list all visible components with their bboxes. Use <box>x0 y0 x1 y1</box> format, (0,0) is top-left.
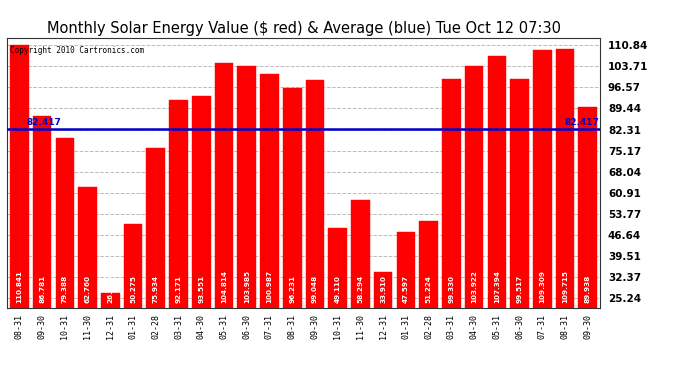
Bar <box>465 66 484 372</box>
Bar <box>124 224 142 372</box>
Text: 58.294: 58.294 <box>357 275 364 303</box>
Bar <box>488 56 506 372</box>
Bar <box>215 63 233 372</box>
Bar <box>56 138 75 372</box>
Text: 110.841: 110.841 <box>17 270 22 303</box>
Text: 33.910: 33.910 <box>380 275 386 303</box>
Bar <box>374 272 393 372</box>
Bar <box>306 80 324 372</box>
Bar <box>533 50 551 372</box>
Text: 82.417: 82.417 <box>26 118 61 127</box>
Text: 51.224: 51.224 <box>426 275 432 303</box>
Text: 89.938: 89.938 <box>585 275 591 303</box>
Text: 107.394: 107.394 <box>494 270 500 303</box>
Bar <box>397 232 415 372</box>
Bar <box>328 228 347 372</box>
Bar <box>260 74 279 372</box>
Text: 50.275: 50.275 <box>130 275 136 303</box>
Bar <box>146 148 165 372</box>
Text: 47.597: 47.597 <box>403 275 409 303</box>
Text: 79.388: 79.388 <box>62 275 68 303</box>
Text: 99.048: 99.048 <box>312 275 318 303</box>
Bar <box>78 187 97 372</box>
Bar <box>442 80 461 372</box>
Bar <box>169 100 188 372</box>
Bar <box>420 221 438 372</box>
Text: 104.814: 104.814 <box>221 270 227 303</box>
Text: 103.922: 103.922 <box>471 270 477 303</box>
Bar <box>33 116 52 372</box>
Text: 109.715: 109.715 <box>562 270 568 303</box>
Text: 100.987: 100.987 <box>266 270 273 303</box>
Text: Copyright 2010 Cartronics.com: Copyright 2010 Cartronics.com <box>10 46 144 55</box>
Bar <box>101 293 119 372</box>
Text: 75.934: 75.934 <box>152 275 159 303</box>
Text: 92.171: 92.171 <box>175 275 181 303</box>
Text: 109.309: 109.309 <box>540 270 545 303</box>
Text: 99.330: 99.330 <box>448 275 455 303</box>
Text: 96.231: 96.231 <box>289 275 295 303</box>
Bar <box>192 96 210 372</box>
Text: 49.110: 49.110 <box>335 275 341 303</box>
Bar <box>351 200 370 372</box>
Text: 62.760: 62.760 <box>85 275 90 303</box>
Text: 99.517: 99.517 <box>517 275 522 303</box>
Text: 86.781: 86.781 <box>39 275 45 303</box>
Text: 93.551: 93.551 <box>198 275 204 303</box>
Text: 82.417: 82.417 <box>564 118 599 127</box>
Text: 103.985: 103.985 <box>244 270 250 303</box>
Text: 26.918: 26.918 <box>108 275 113 303</box>
Bar <box>511 79 529 372</box>
Title: Monthly Solar Energy Value ($ red) & Average (blue) Tue Oct 12 07:30: Monthly Solar Energy Value ($ red) & Ave… <box>47 21 560 36</box>
Bar <box>555 49 574 372</box>
Bar <box>283 88 302 372</box>
Bar <box>578 107 597 372</box>
Bar <box>10 45 29 372</box>
Bar <box>237 66 256 372</box>
